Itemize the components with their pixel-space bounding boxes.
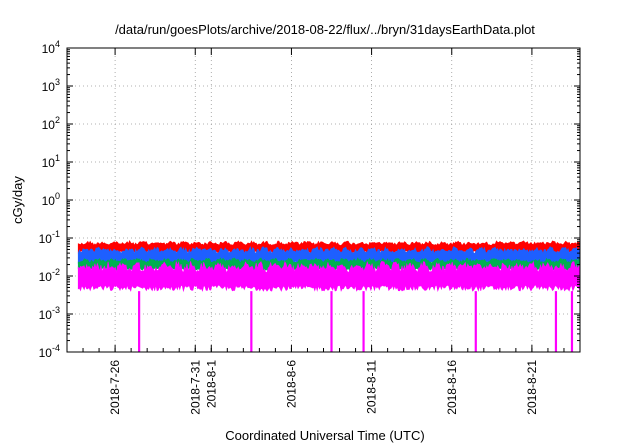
x-tick-label: 2018-7-26 (108, 360, 122, 415)
y-axis-label: cGy/day (10, 176, 25, 224)
x-axis: 2018-7-26 2018-7-31 2018-8-1 2018-8-6 2018-8… (66, 48, 581, 415)
x-tick-label: 2018-8-21 (525, 360, 539, 415)
x-axis-label: Coordinated Universal Time (UTC) (225, 428, 424, 443)
y-tick-label: 10-4 (39, 343, 60, 360)
y-tick-label: 10-3 (39, 305, 60, 322)
y-tick-label: 104 (42, 39, 60, 56)
x-tick-label: 2018-8-1 (204, 360, 218, 408)
chart-title: /data/run/goesPlots/archive/2018-08-22/f… (115, 22, 535, 37)
x-tick-label: 2018-8-6 (284, 360, 298, 408)
y-tick-label: 103 (42, 77, 60, 94)
y-tick-label: 101 (42, 153, 60, 170)
y-axis: 10-4 10-3 10-2 10-1 100 101 102 103 104 (39, 39, 580, 360)
data-series (77, 240, 581, 352)
x-tick-label: 2018-8-16 (445, 360, 459, 415)
x-tick-label: 2018-7-31 (188, 360, 202, 415)
y-tick-label: 100 (42, 191, 60, 208)
y-tick-label: 10-1 (39, 229, 60, 246)
y-tick-label: 10-2 (39, 267, 60, 284)
y-tick-label: 102 (42, 115, 60, 132)
grid (67, 48, 580, 352)
x-tick-label: 2018-8-11 (365, 360, 379, 414)
